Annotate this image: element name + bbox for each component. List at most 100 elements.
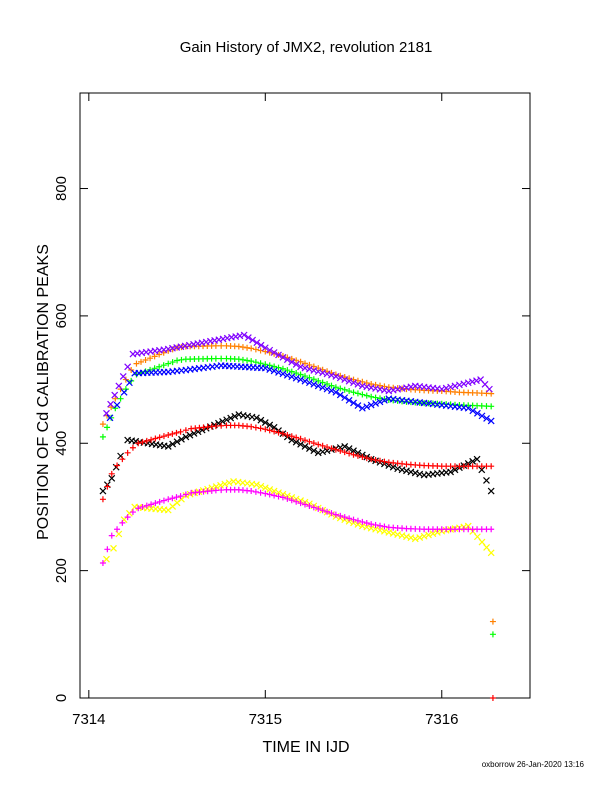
data-point-fill	[160, 346, 168, 354]
data-point-fill	[328, 371, 335, 379]
data-point-fill	[275, 351, 282, 359]
data-point-fill	[398, 532, 406, 540]
data-point	[128, 367, 135, 374]
data-point-fill	[125, 379, 133, 387]
data-point-fill	[139, 439, 146, 446]
series-6	[103, 478, 495, 563]
data-point-fill	[293, 434, 300, 441]
data-point-fill	[310, 504, 317, 511]
data-point-fill	[398, 466, 406, 474]
data-point-fill	[452, 526, 458, 533]
data-point-fill	[266, 486, 274, 493]
data-point	[120, 388, 128, 396]
data-point-fill	[252, 488, 259, 495]
data-point	[279, 365, 286, 372]
data-point-fill	[434, 463, 441, 470]
data-point-fill	[239, 344, 246, 351]
data-point-fill	[345, 445, 353, 452]
data-point-fill	[152, 435, 159, 442]
data-point-fill	[292, 438, 300, 446]
data-point-fill	[407, 397, 415, 405]
data-point-fill	[483, 403, 490, 410]
y-axis-label: POSITION OF Cd CALIBRATION PEAKS	[35, 244, 52, 540]
y-tick-label: 400	[53, 431, 70, 456]
data-point-fill	[367, 401, 375, 409]
data-point-fill	[107, 400, 115, 408]
data-point-fill	[139, 503, 146, 510]
data-point-fill	[266, 491, 273, 498]
data-point-fill	[460, 404, 468, 412]
data-point-fill	[186, 431, 194, 439]
data-point-fill	[152, 500, 159, 507]
data-point-fill	[336, 391, 344, 399]
data-point	[103, 555, 110, 563]
data-point-fill	[284, 431, 291, 438]
data-point-fill	[173, 438, 181, 446]
y-tick-label: 0	[53, 694, 70, 702]
data-point-fill	[288, 373, 296, 381]
data-point-fill	[306, 374, 313, 381]
data-point	[99, 496, 106, 503]
data-point-fill	[372, 400, 380, 407]
data-point-fill	[160, 368, 168, 376]
data-point-fill	[266, 427, 273, 434]
data-point-fill	[275, 429, 282, 436]
data-point	[262, 348, 269, 355]
data-point	[165, 496, 172, 503]
data-point-fill	[481, 380, 489, 388]
data-point-fill	[306, 502, 313, 509]
data-point-fill	[178, 367, 185, 374]
data-point-fill	[212, 483, 220, 490]
data-point-fill	[160, 362, 167, 369]
data-point-fill	[111, 391, 119, 399]
data-point-fill	[452, 463, 458, 470]
data-point-fill	[244, 344, 251, 351]
data-point	[350, 389, 357, 396]
data-point	[135, 505, 142, 512]
data-point-fill	[169, 359, 176, 366]
data-point	[270, 423, 278, 431]
data-point-fill	[319, 507, 326, 514]
series-3	[106, 362, 495, 425]
data-point-fill	[253, 339, 261, 347]
data-point-fill	[416, 534, 424, 541]
data-point	[114, 526, 121, 533]
data-point-fill	[302, 360, 308, 367]
data-point-fill	[341, 386, 348, 393]
data-point	[129, 444, 136, 451]
data-point-fill	[284, 495, 291, 502]
data-point-fill	[249, 336, 257, 344]
data-point-fill	[288, 433, 295, 440]
data-point-fill	[223, 416, 231, 424]
data-point-fill	[104, 483, 111, 490]
data-point-fill	[275, 368, 282, 376]
data-point-fill	[292, 374, 300, 382]
data-point-fill	[257, 489, 264, 496]
data-point-fill	[284, 367, 291, 374]
data-point	[124, 363, 132, 371]
data-point-fill	[411, 469, 419, 477]
series-4	[99, 411, 495, 495]
data-point-fill	[104, 424, 111, 431]
data-point-fill	[178, 435, 185, 443]
data-point-fill	[218, 422, 225, 429]
data-point-fill	[377, 522, 383, 529]
data-point-fill	[372, 521, 379, 528]
data-point-fill	[314, 382, 322, 390]
data-point	[262, 361, 269, 368]
data-point-fill	[403, 467, 410, 475]
data-point-fill	[328, 510, 335, 517]
series-1	[103, 331, 493, 417]
data-point-fill	[407, 534, 415, 542]
data-point-fill	[310, 440, 317, 447]
data-point-fill	[104, 546, 111, 553]
data-point	[99, 559, 106, 566]
data-point-fill	[336, 374, 344, 382]
data-point	[315, 505, 322, 512]
data-point-fill	[257, 425, 264, 432]
data-point	[99, 433, 106, 440]
data-point-fill	[328, 445, 335, 452]
data-point-fill	[434, 400, 441, 407]
data-point	[350, 516, 357, 523]
